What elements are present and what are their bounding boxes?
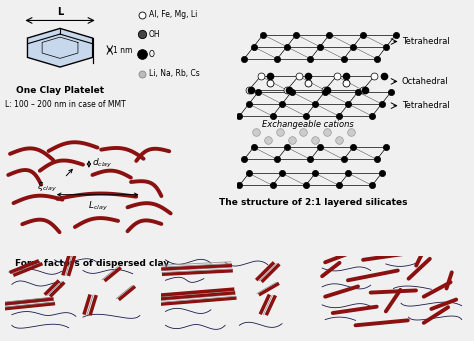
- Polygon shape: [27, 28, 92, 67]
- Text: L: 100 – 200 nm in case of MMT: L: 100 – 200 nm in case of MMT: [5, 100, 126, 109]
- Text: Tetrahedral: Tetrahedral: [402, 101, 449, 110]
- Text: Form factors of dispersed clay: Form factors of dispersed clay: [15, 260, 170, 268]
- Text: One Clay Platelet: One Clay Platelet: [16, 86, 104, 95]
- Text: $d_{clay}$: $d_{clay}$: [91, 157, 112, 170]
- Text: $L_{clay}$: $L_{clay}$: [88, 199, 108, 213]
- Text: Al, Fe, Mg, Li: Al, Fe, Mg, Li: [149, 11, 197, 19]
- Text: Octahedral: Octahedral: [402, 77, 448, 86]
- Text: 1 nm: 1 nm: [113, 45, 133, 55]
- Text: O: O: [149, 49, 155, 59]
- Text: $\xi_{clay}$: $\xi_{clay}$: [37, 181, 57, 194]
- Text: The structure of 2:1 layered silicates: The structure of 2:1 layered silicates: [219, 198, 407, 207]
- Text: Tetrahedral: Tetrahedral: [402, 37, 449, 46]
- Text: L: L: [57, 7, 63, 17]
- Text: Li, Na, Rb, Cs: Li, Na, Rb, Cs: [149, 69, 200, 78]
- Text: OH: OH: [149, 30, 161, 39]
- Text: Exchangeable cations: Exchangeable cations: [262, 120, 354, 129]
